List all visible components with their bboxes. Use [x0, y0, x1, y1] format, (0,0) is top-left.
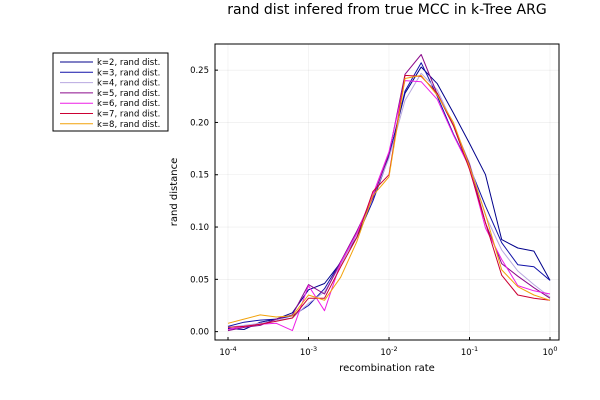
x-tick-label-4: 100	[543, 345, 558, 358]
legend-label-k4: k=4, rand dist.	[97, 79, 160, 89]
legend-label-k7: k=7, rand dist.	[97, 110, 160, 120]
legend-label-k5: k=5, rand dist.	[97, 89, 160, 99]
x-axis-label: recombination rate	[339, 363, 435, 374]
y-tick-label-4: 0.20	[190, 118, 209, 128]
x-tick-label-0: 10-4	[219, 345, 236, 358]
series-line-k8	[227, 74, 551, 324]
series-lines	[227, 54, 551, 332]
series-line-k6	[227, 80, 551, 332]
y-tick-label-3: 0.15	[190, 171, 209, 181]
plot-frame	[214, 43, 560, 341]
grid	[215, 44, 559, 340]
axis-ticks: 10-4 10-3 10-2 10-1 100 0.00 0.05 0.10 0.15 0.20 0…	[190, 66, 557, 358]
y-tick-label-0: 0.00	[190, 328, 209, 338]
y-tick-label-5: 0.25	[190, 66, 209, 76]
y-tick-label-2: 0.10	[190, 223, 209, 233]
y-axis-label: rand distance	[169, 158, 180, 226]
legend-label-k3: k=3, rand dist.	[97, 68, 160, 78]
legend-box	[52, 52, 169, 132]
x-tick-label-2: 10-2	[380, 345, 397, 358]
chart-title: rand dist infered from true MCC in k-Tre…	[227, 2, 546, 18]
x-tick-label-3: 10-1	[461, 345, 478, 358]
series-line-k4	[227, 72, 551, 328]
legend: k=2, rand dist.k=3, rand dist.k=4, rand …	[52, 52, 169, 132]
y-tick-label-1: 0.05	[190, 275, 209, 285]
x-tick-label-1: 10-3	[300, 345, 317, 358]
legend-label-k2: k=2, rand dist.	[97, 58, 160, 68]
legend-label-k8: k=8, rand dist.	[97, 120, 160, 130]
legend-label-k6: k=6, rand dist.	[97, 99, 160, 109]
